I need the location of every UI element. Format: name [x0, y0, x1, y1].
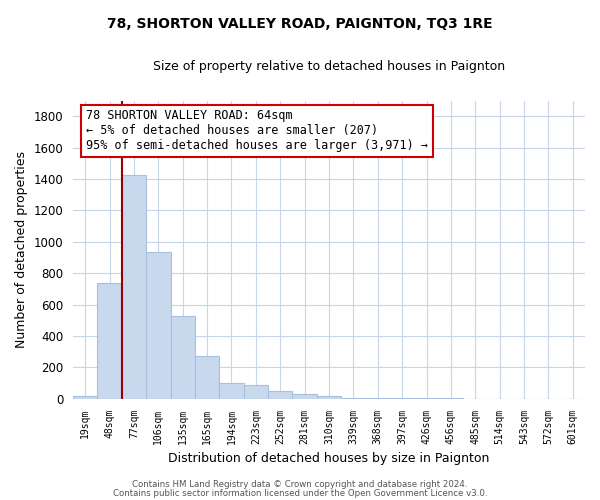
Bar [317, 396, 341, 398]
Bar [292, 394, 317, 398]
Y-axis label: Number of detached properties: Number of detached properties [15, 151, 28, 348]
Title: Size of property relative to detached houses in Paignton: Size of property relative to detached ho… [153, 60, 505, 73]
Bar [73, 396, 97, 398]
Bar [268, 391, 292, 398]
Text: Contains public sector information licensed under the Open Government Licence v3: Contains public sector information licen… [113, 488, 487, 498]
Bar [170, 316, 195, 398]
Bar [122, 175, 146, 398]
Text: 78 SHORTON VALLEY ROAD: 64sqm
← 5% of detached houses are smaller (207)
95% of s: 78 SHORTON VALLEY ROAD: 64sqm ← 5% of de… [86, 110, 428, 152]
Text: Contains HM Land Registry data © Crown copyright and database right 2024.: Contains HM Land Registry data © Crown c… [132, 480, 468, 489]
Bar [97, 284, 122, 399]
Bar [146, 252, 170, 398]
Bar [244, 384, 268, 398]
Text: 78, SHORTON VALLEY ROAD, PAIGNTON, TQ3 1RE: 78, SHORTON VALLEY ROAD, PAIGNTON, TQ3 1… [107, 18, 493, 32]
Bar [195, 356, 220, 399]
X-axis label: Distribution of detached houses by size in Paignton: Distribution of detached houses by size … [169, 452, 490, 465]
Bar [220, 383, 244, 398]
